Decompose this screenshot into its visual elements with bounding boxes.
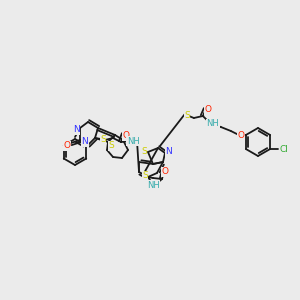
Text: S: S — [108, 142, 114, 151]
Text: O: O — [161, 167, 169, 176]
Text: NH: NH — [127, 136, 140, 146]
Text: NH: NH — [147, 181, 159, 190]
Text: N: N — [82, 137, 88, 146]
Text: N: N — [166, 148, 172, 157]
Text: O: O — [122, 131, 130, 140]
Text: NH: NH — [206, 119, 219, 128]
Text: O: O — [64, 142, 70, 151]
Text: N: N — [73, 125, 80, 134]
Text: S: S — [184, 110, 190, 119]
Text: S: S — [142, 172, 148, 181]
Text: Cl: Cl — [280, 145, 289, 154]
Text: O: O — [204, 106, 211, 115]
Text: S: S — [100, 136, 106, 145]
Text: O: O — [237, 130, 244, 140]
Text: S: S — [141, 146, 147, 155]
